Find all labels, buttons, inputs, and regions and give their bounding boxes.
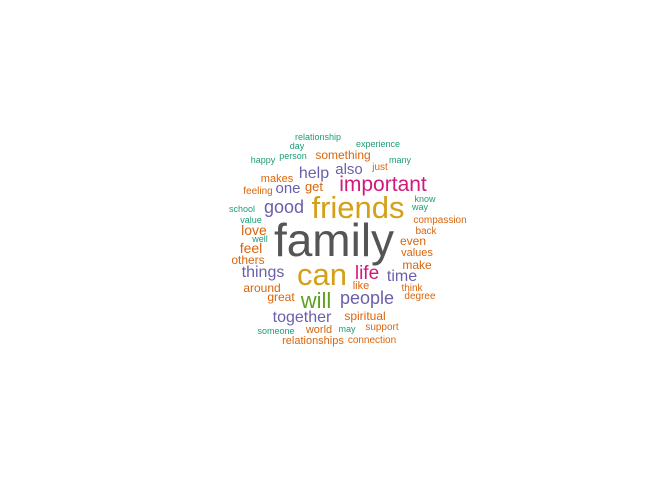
word-happy: happy bbox=[251, 155, 276, 165]
word-feeling: feeling bbox=[243, 186, 272, 197]
word-others: others bbox=[231, 253, 264, 267]
word-things: things bbox=[242, 264, 285, 281]
word-experience: experience bbox=[356, 139, 400, 149]
word-relationships: relationships bbox=[282, 335, 344, 347]
word-compassion: compassion bbox=[413, 215, 466, 226]
word-many: many bbox=[389, 155, 412, 165]
word-something: something bbox=[315, 148, 370, 162]
word-world: world bbox=[305, 324, 332, 336]
word-will: will bbox=[300, 288, 332, 313]
word-makes: makes bbox=[261, 173, 294, 185]
word-also: also bbox=[335, 161, 363, 178]
word-like: like bbox=[353, 280, 370, 292]
word-around: around bbox=[243, 281, 280, 295]
word-love: love bbox=[241, 222, 267, 238]
word-well: well bbox=[251, 234, 268, 244]
word-make: make bbox=[402, 258, 432, 272]
word-may: may bbox=[338, 324, 356, 334]
word-think: think bbox=[401, 283, 423, 294]
word-feel: feel bbox=[240, 240, 263, 256]
word-people: people bbox=[340, 288, 394, 308]
word-great: great bbox=[267, 290, 295, 304]
word-connection: connection bbox=[348, 335, 396, 346]
word-can: can bbox=[297, 257, 347, 292]
word-school: school bbox=[229, 204, 255, 214]
word-value: value bbox=[240, 215, 262, 225]
word-family: family bbox=[274, 214, 394, 266]
word-person: person bbox=[279, 151, 307, 161]
word-even: even bbox=[400, 234, 426, 248]
word-time: time bbox=[387, 268, 417, 285]
word-someone: someone bbox=[257, 326, 294, 336]
word-day: day bbox=[290, 141, 305, 151]
word-just: just bbox=[371, 162, 388, 173]
word-life: life bbox=[355, 263, 379, 284]
word-relationship: relationship bbox=[295, 132, 341, 142]
word-friends: friends bbox=[311, 190, 404, 225]
word-back: back bbox=[415, 226, 437, 237]
word-values: values bbox=[401, 247, 433, 259]
word-spiritual: spiritual bbox=[344, 309, 385, 323]
word-way: way bbox=[411, 202, 429, 212]
word-one: one bbox=[275, 180, 300, 197]
word-together: together bbox=[273, 309, 332, 326]
word-help: help bbox=[299, 165, 329, 182]
word-know: know bbox=[414, 194, 436, 204]
word-support: support bbox=[365, 322, 399, 333]
word-important: important bbox=[339, 173, 427, 196]
word-degree: degree bbox=[404, 291, 436, 302]
word-good: good bbox=[264, 197, 304, 217]
word-get: get bbox=[305, 179, 323, 194]
